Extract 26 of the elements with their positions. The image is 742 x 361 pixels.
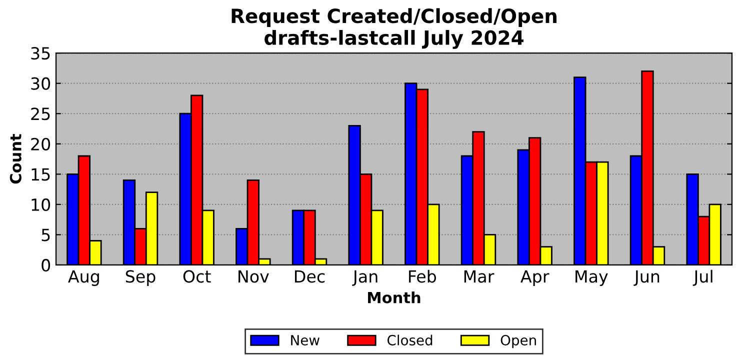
chart-title: Request Created/Closed/Open drafts-lastcall July 2024 [232, 8, 556, 49]
y-tick-label: 15 [32, 168, 50, 181]
legend-label: New [291, 335, 320, 346]
legend-label: Closed [387, 334, 432, 346]
y-tick-label: 0 [42, 258, 50, 272]
x-tick-label: Jul [692, 270, 712, 286]
legend-label: Open [500, 334, 536, 348]
x-tick-label: Mar [464, 270, 494, 283]
x-tick-label: Apr [520, 270, 550, 286]
x-tick-label: Aug [68, 270, 99, 286]
x-tick-label: Jun [634, 270, 660, 286]
y-tick-label: 25 [31, 108, 50, 120]
x-tick-label: May [576, 270, 608, 286]
y-tick-label: 35 [31, 47, 50, 60]
y-axis-title: Count [10, 134, 22, 184]
x-tick-label: Sep [126, 270, 156, 286]
y-tick-label: 10 [32, 198, 50, 211]
y-tick-label: 20 [31, 138, 50, 150]
x-tick-label: Dec [295, 270, 325, 283]
x-axis-title: Month [368, 292, 420, 304]
x-tick-label: Oct [183, 270, 211, 283]
y-tick-label: 30 [31, 77, 50, 90]
y-tick-label: 5 [42, 228, 50, 242]
x-tick-label: Nov [238, 270, 269, 283]
x-tick-label: Jan [352, 270, 378, 286]
x-tick-label: Feb [409, 270, 436, 283]
